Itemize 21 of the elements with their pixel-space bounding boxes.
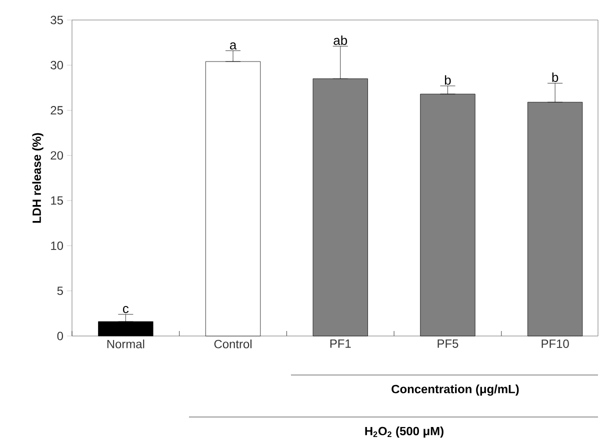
text: Concentration (μg/mL) xyxy=(392,384,519,396)
annotation: a xyxy=(230,42,237,50)
text: H$_{2}$O$_{2}$ (500 μM) xyxy=(365,426,444,438)
y-tick-label: 30 xyxy=(50,60,64,70)
y-tick-label: 35 xyxy=(50,16,63,24)
x-tick-label: PF1 xyxy=(330,340,351,348)
y-tick-label: 20 xyxy=(50,151,64,160)
y-tick-label: 25 xyxy=(50,106,63,115)
y-tick-label: 10 xyxy=(51,241,64,250)
x-tick-label: Normal xyxy=(107,340,144,348)
y-tick-label: 0 xyxy=(57,332,64,340)
x-tick-label: PF5 xyxy=(438,340,458,348)
y-tick-label: 5 xyxy=(57,286,63,296)
annotation: b xyxy=(444,75,451,85)
x-tick-label: PF10 xyxy=(542,340,569,348)
annotation: c xyxy=(122,306,129,314)
x-tick-label: Control xyxy=(214,340,252,348)
annotation: b xyxy=(552,72,558,82)
annotation: ab xyxy=(334,35,348,45)
y-tick-label: 15 xyxy=(51,196,63,205)
y-axis-title: LDH release (%) xyxy=(32,133,44,223)
